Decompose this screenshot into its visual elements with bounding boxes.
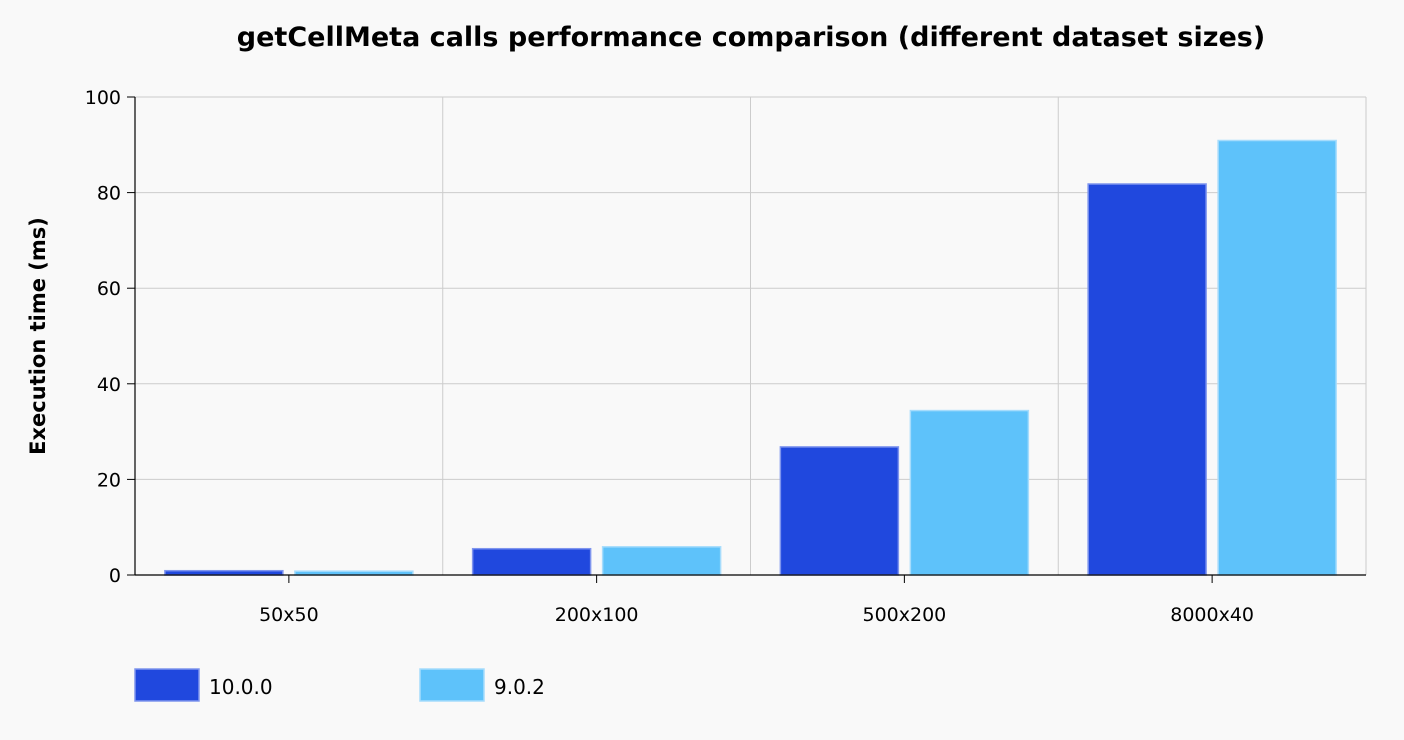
legend-label-10-0-0[interactable]: 10.0.0 xyxy=(209,675,273,699)
legend: 10.0.0 9.0.2 xyxy=(134,668,545,702)
bar-500x200-10-0-0[interactable] xyxy=(779,446,900,576)
legend-swatch-9-0-2[interactable] xyxy=(419,668,485,702)
bar-50x50-10-0-0[interactable] xyxy=(164,569,284,576)
legend-swatch-10-0-0[interactable] xyxy=(134,668,200,702)
x-tick-label-8000x40: 8000x40 xyxy=(1170,604,1254,626)
x-tick-label-200x100: 200x100 xyxy=(555,604,639,626)
bars xyxy=(164,139,1337,576)
y-tick-label-100: 100 xyxy=(85,87,121,109)
bar-8000x40-10-0-0[interactable] xyxy=(1087,183,1207,576)
y-axis-label: Execution time (ms) xyxy=(26,217,50,455)
bar-200x100-10-0-0[interactable] xyxy=(471,547,592,576)
y-tick-label-80: 80 xyxy=(97,183,121,205)
y-tick-label-0: 0 xyxy=(109,565,121,587)
y-tick-label-60: 60 xyxy=(97,278,121,300)
axes: 0 20 40 60 80 100 50x50 200x100 500x200 8000x40 xyxy=(85,87,1366,626)
legend-label-9-0-2[interactable]: 9.0.2 xyxy=(494,675,545,699)
bar-500x200-9-0-2[interactable] xyxy=(909,409,1030,576)
x-tick-label-50x50: 50x50 xyxy=(259,604,319,626)
chart-title: getCellMeta calls performance comparison… xyxy=(237,22,1265,53)
y-tick-label-40: 40 xyxy=(97,374,121,396)
bar-200x100-9-0-2[interactable] xyxy=(601,546,722,576)
bar-8000x40-9-0-2[interactable] xyxy=(1217,139,1337,576)
y-tick-label-20: 20 xyxy=(97,469,121,491)
x-tick-label-500x200: 500x200 xyxy=(862,604,946,626)
